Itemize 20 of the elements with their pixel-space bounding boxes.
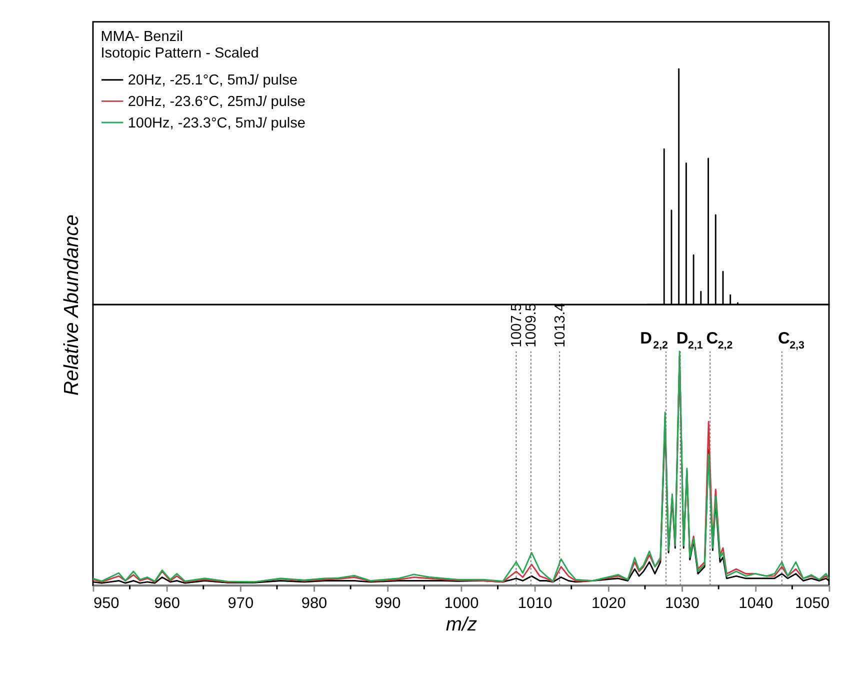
x-tick-label: 990 [374, 595, 401, 612]
x-tick-label: 960 [154, 595, 180, 612]
x-tick-label: 980 [301, 595, 328, 612]
x-tick-label: 1040 [738, 595, 774, 612]
ref-line-label: 1007.5 [509, 303, 526, 348]
x-tick-label: 970 [228, 595, 254, 612]
legend-title: MMA- Benzil Isotopic Pattern - Scaled [100, 29, 259, 62]
legend-label: 20Hz, -23.6°C, 25mJ/ pulse [128, 94, 306, 110]
ref-line-label: 1013.4 [552, 303, 568, 348]
y-axis-title: Relative Abundance [60, 214, 83, 396]
legend-label: 100Hz, -23.3°C, 5mJ/ pulse [128, 115, 306, 132]
x-axis-title: m/z [446, 613, 478, 636]
ref-line-label: 1009.5 [524, 303, 540, 348]
x-tick-label: 1010 [518, 595, 552, 612]
legend-label: 20Hz, -25.1°C, 5mJ/ pulse [128, 72, 298, 89]
x-tick-label: 1030 [665, 595, 700, 612]
x-tick-label: 1050 [795, 595, 830, 612]
x-tick-label: 950 [93, 595, 120, 612]
x-tick-label: 1020 [591, 595, 626, 612]
x-tick-label: 1000 [444, 595, 479, 612]
